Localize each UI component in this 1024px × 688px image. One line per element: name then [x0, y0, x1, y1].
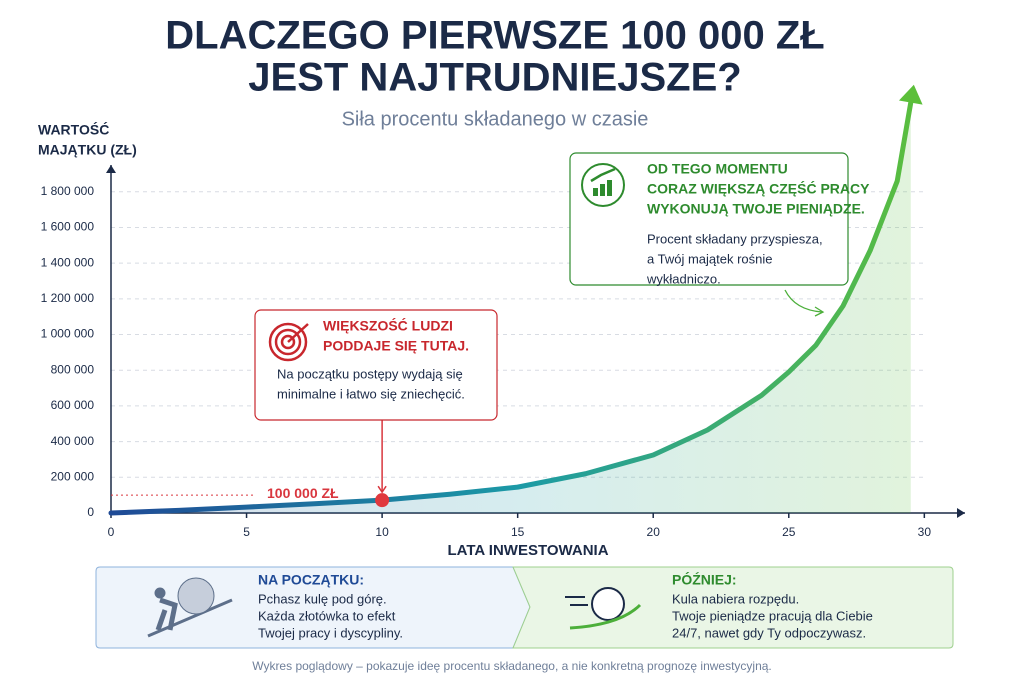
x-tick-label: 30	[918, 525, 932, 539]
title: DLACZEGO PIERWSZE 100 000 ZŁ	[165, 14, 824, 58]
icon-roll	[565, 587, 642, 630]
x-tick-label: 0	[108, 525, 115, 539]
y-label: WARTOŚĆ	[38, 121, 109, 138]
panel-text: Każda złotówka to efekt	[258, 608, 396, 623]
panel-text: Kula nabiera rozpędu.	[672, 591, 799, 606]
icon-target	[287, 323, 309, 343]
panel-title: NA POCZĄTKU:	[258, 572, 364, 588]
icon-growth	[600, 184, 605, 196]
y-tick-label: 1 200 000	[41, 291, 95, 305]
line-arrow	[898, 84, 923, 105]
area	[111, 102, 911, 514]
footnote: Wykres poglądowy – pokazuje ideę procent…	[252, 659, 772, 673]
panel-text: Pchasz kulę pod górę.	[258, 591, 387, 606]
x-tick-label: 25	[782, 525, 796, 539]
panel-text: Twojej pracy i dyscypliny.	[258, 625, 403, 640]
y-tick-label: 800 000	[51, 362, 95, 376]
callout-arrow	[814, 306, 825, 317]
x-tick-label: 5	[243, 525, 250, 539]
callout-text: Procent składany przyspiesza,	[647, 231, 823, 246]
icon-growth	[581, 163, 625, 207]
reference-label: 100 000 ZŁ	[267, 485, 339, 501]
y-arrow	[106, 165, 116, 173]
x-arrow	[957, 508, 965, 518]
panel-right	[512, 566, 954, 649]
callout-title: PODDAJE SIĘ TUTAJ.	[323, 338, 469, 354]
y-tick-label: 1 600 000	[41, 220, 95, 234]
panel-text: Twoje pieniądze pracują dla Ciebie	[672, 608, 873, 623]
callout-box	[569, 152, 849, 286]
x-tick-label: 15	[511, 525, 525, 539]
callout-title: WIĘKSZOŚĆ LUDZI	[323, 317, 453, 334]
y-label: MAJĄTKU (ZŁ)	[38, 142, 137, 158]
y-tick-label: 400 000	[51, 434, 95, 448]
panel-title: PÓŹNIEJ:	[672, 571, 737, 588]
icon-target	[274, 328, 302, 356]
y-tick-label: 1 800 000	[41, 184, 95, 198]
x-label: LATA INWESTOWANIA	[447, 542, 608, 559]
highlight-point	[375, 493, 390, 508]
x-tick-label: 20	[647, 525, 661, 539]
callout-title: CORAZ WIĘKSZĄ CZĘŚĆ PRACY	[647, 180, 870, 197]
callout-title: WYKONUJĄ TWOJE PIENIĄDZE.	[647, 201, 865, 217]
icon-target	[268, 322, 308, 362]
callout-text: wykładniczo.	[646, 271, 721, 286]
callout-arrow	[784, 289, 823, 313]
callout-text: a Twój majątek rośnie	[647, 251, 773, 266]
callout-text: Na początku postępy wydają się	[277, 366, 463, 381]
x-tick-label: 10	[375, 525, 389, 539]
line	[108, 100, 914, 516]
y-tick-label: 1 400 000	[41, 255, 95, 269]
icon-growth	[593, 188, 598, 196]
y-tick-label: 1 000 000	[41, 327, 95, 341]
y-tick-label: 0	[87, 505, 94, 519]
y-tick-label: 600 000	[51, 398, 95, 412]
callout-box	[254, 309, 498, 421]
pointer-arrow	[377, 485, 387, 494]
icon-growth	[590, 167, 616, 183]
panel-text: 24/7, nawet gdy Ty odpoczywasz.	[672, 625, 866, 640]
callout-title: OD TEGO MOMENTU	[647, 161, 788, 177]
y-tick-label: 200 000	[51, 469, 95, 483]
title: JEST NAJTRUDNIEJSZE?	[248, 56, 741, 100]
icon-push	[147, 577, 233, 638]
icon-growth	[607, 180, 612, 196]
callout-text: minimalne i łatwo się zniechęcić.	[277, 386, 465, 401]
icon-target	[280, 334, 296, 350]
subtitle: Siła procentu składanego w czasie	[342, 108, 649, 130]
